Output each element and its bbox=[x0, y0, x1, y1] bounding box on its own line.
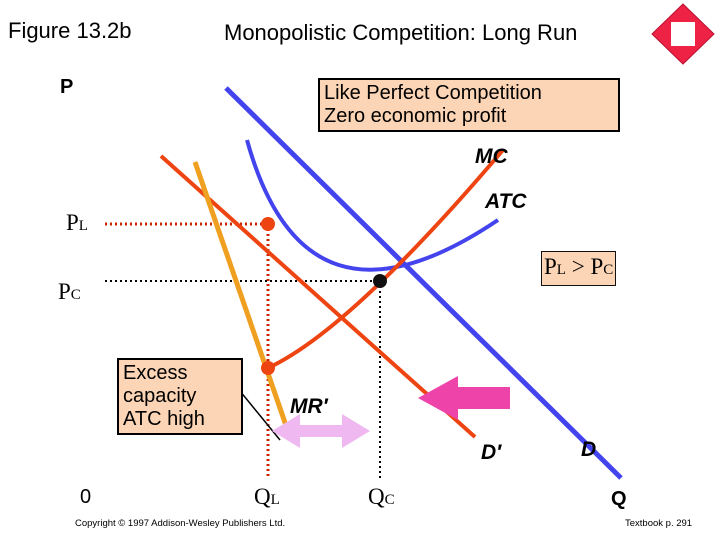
d-prime-label: D′ bbox=[481, 441, 502, 464]
atc-label: ATC bbox=[485, 190, 527, 213]
figure-label: Figure 13.2b bbox=[8, 18, 132, 43]
callout-line-2: capacity bbox=[123, 385, 197, 407]
demand-curve bbox=[224, 86, 623, 480]
callout-line-1: Like Perfect Competition bbox=[324, 82, 542, 104]
origin-label: 0 bbox=[80, 486, 92, 508]
demand-shift-arrow-icon bbox=[418, 376, 510, 420]
perfect-competition-callout: Like Perfect Competition Zero economic p… bbox=[318, 78, 620, 132]
textbook-reference: Textbook p. 291 bbox=[625, 518, 693, 529]
atc-curve bbox=[245, 139, 500, 272]
d-prime-curve bbox=[192, 161, 294, 441]
demand-label: D bbox=[581, 438, 597, 461]
callout-line-2: Zero economic profit bbox=[324, 105, 507, 127]
pc-label: PC bbox=[58, 279, 81, 304]
chart-title: Monopolistic Competition: Long Run bbox=[224, 20, 578, 45]
callout-line-3: ATC high bbox=[123, 408, 205, 430]
mc-label: MC bbox=[475, 145, 508, 168]
pl-label: PL bbox=[66, 210, 88, 235]
callout-line-1: Excess bbox=[123, 362, 188, 384]
mr-mc-point bbox=[261, 361, 275, 375]
x-axis-label: Q bbox=[611, 488, 627, 510]
y-axis-label: P bbox=[60, 76, 74, 98]
mr-prime-curve bbox=[159, 154, 477, 439]
copyright-text: Copyright © 1997 Addison-Wesley Publishe… bbox=[75, 518, 286, 529]
price-comparison-box: PL > PC bbox=[541, 251, 617, 286]
ql-label: QL bbox=[254, 484, 280, 509]
qc-label: QC bbox=[368, 484, 395, 509]
logo-icon bbox=[650, 2, 716, 71]
mc-curve bbox=[267, 148, 505, 370]
excess-capacity-callout: Excess capacity ATC high bbox=[117, 358, 243, 435]
excess-capacity-double-arrow bbox=[272, 414, 370, 448]
pl-point bbox=[261, 217, 275, 231]
pc-point bbox=[373, 274, 387, 288]
mr-prime-label: MR′ bbox=[290, 395, 328, 418]
